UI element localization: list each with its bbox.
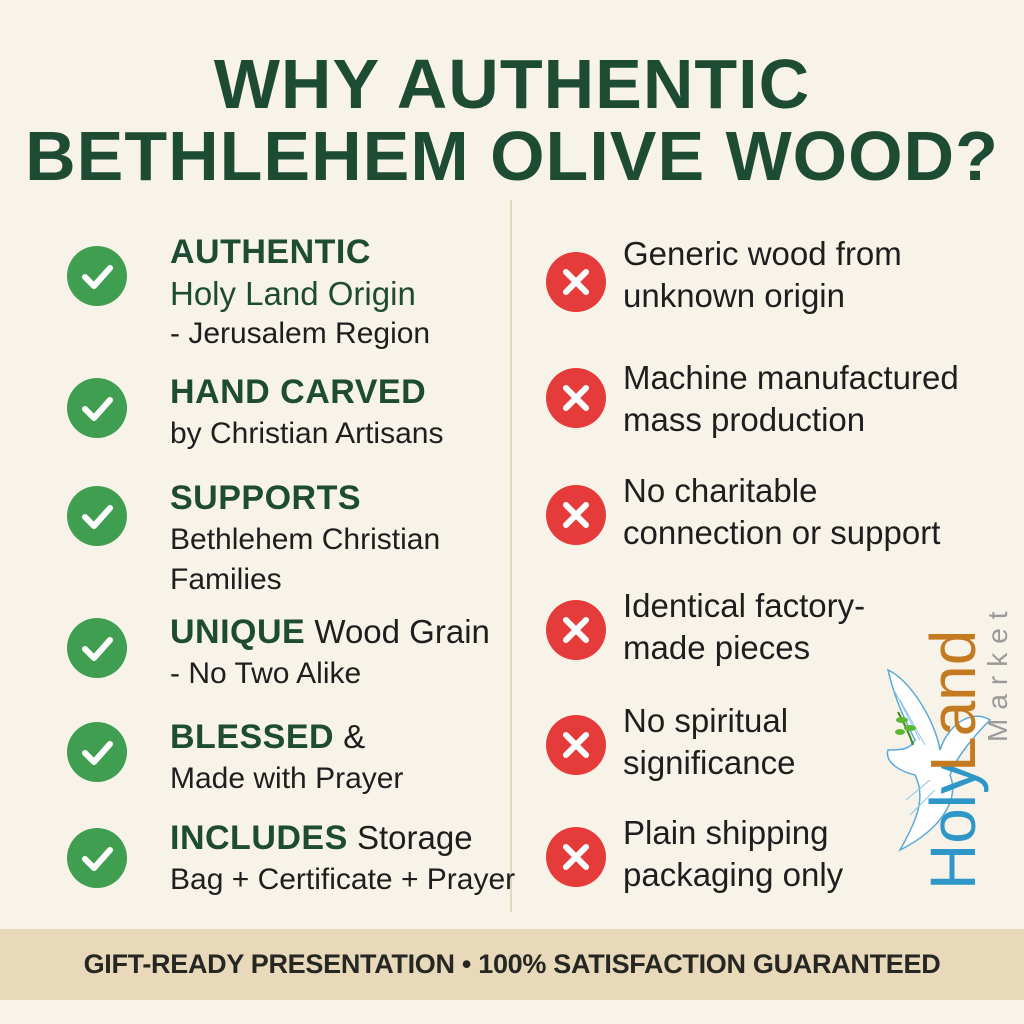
con-line-2: packaging only [623,856,844,893]
pro-item: SUPPORTS Bethlehem Christian Families [170,478,550,600]
column-divider [510,200,512,912]
pro-line-1: HAND CARVED [170,372,550,414]
check-circle-icon [67,828,127,888]
x-circle-icon [546,715,606,775]
pro-item: UNIQUE Wood Grain - No Two Alike [170,612,550,694]
pro-line-1: UNIQUE Wood Grain [170,612,550,654]
pro-line-1: AUTHENTIC [170,232,550,274]
con-line-1: Plain shipping [623,814,829,851]
title-line-1: WHY AUTHENTIC [213,45,811,123]
pro-head: BLESSED [170,718,335,756]
con-item: Generic wood from unknown origin [623,233,1013,317]
con-line-2: connection or support [623,514,941,551]
pro-line-2: Holy Land Origin [170,275,416,312]
con-line-2: unknown origin [623,277,845,314]
x-circle-icon [546,252,606,312]
con-line-2: made pieces [623,629,811,666]
pro-line-2: by Christian Artisans [170,417,444,450]
con-item: No charitable connection or support [623,470,1013,554]
con-line-1: No spiritual [623,702,789,739]
con-line-2: significance [623,744,796,781]
pro-line-1: INCLUDES Storage [170,818,550,860]
con-line-2: mass production [623,401,866,438]
pro-item: HAND CARVED by Christian Artisans [170,372,550,454]
check-circle-icon [67,378,127,438]
x-circle-icon [546,600,606,660]
check-circle-icon [67,246,127,306]
con-item: No spiritual significance [623,700,1013,784]
pro-head-rest: Wood Grain [305,613,490,650]
pro-head-rest: Storage [347,819,473,856]
footer-band: GIFT-READY PRESENTATION • 100% SATISFACT… [0,929,1024,1000]
pro-line-1: BLESSED & [170,717,550,759]
pro-line-2: Bag + Certificate + Prayer [170,863,516,896]
pro-line-3: Families [170,563,282,596]
con-item: Identical factory-made pieces [623,585,1013,669]
logo-word-market: Market [982,602,1013,742]
pro-item: INCLUDES Storage Bag + Certificate + Pray… [170,818,550,900]
pro-line-1: SUPPORTS [170,478,550,520]
pro-head: INCLUDES [170,819,348,857]
pro-line-3: - Jerusalem Region [170,317,431,350]
title-line-2: BETHLEHEM OLIVE WOOD? [25,117,999,195]
x-circle-icon [546,368,606,428]
check-circle-icon [67,486,127,546]
pro-head: HAND CARVED [170,373,427,411]
pro-line-2: - No Two Alike [170,657,362,690]
pro-line-2: Made with Prayer [170,762,404,795]
logo-word-holy: Holy [917,762,989,890]
pro-item: BLESSED & Made with Prayer [170,717,550,799]
con-line-1: No charitable [623,472,818,509]
pro-head-rest: & [334,718,366,755]
pro-line-2: Bethlehem Christian [170,523,441,556]
pro-head: AUTHENTIC [170,233,371,271]
pro-item: AUTHENTIC Holy Land Origin - Jerusalem Reg… [170,232,550,354]
pro-head: UNIQUE [170,613,306,651]
con-line-1: Generic wood from [623,235,902,272]
logo-word-land: Land [917,630,989,772]
check-circle-icon [67,618,127,678]
footer-text: GIFT-READY PRESENTATION • 100% SATISFACT… [83,949,941,979]
dove-icon [886,668,992,852]
pro-head: SUPPORTS [170,479,362,517]
con-line-1: Identical factory- [623,587,866,624]
con-item: Machine manufactured mass production [623,357,1013,441]
x-circle-icon [546,485,606,545]
con-line-1: Machine manufactured [623,359,959,396]
check-circle-icon [67,722,127,782]
holy-land-market-logo: Holy Land Market [880,600,1020,900]
x-circle-icon [546,827,606,887]
con-item: Plain shipping packaging only [623,812,1013,896]
